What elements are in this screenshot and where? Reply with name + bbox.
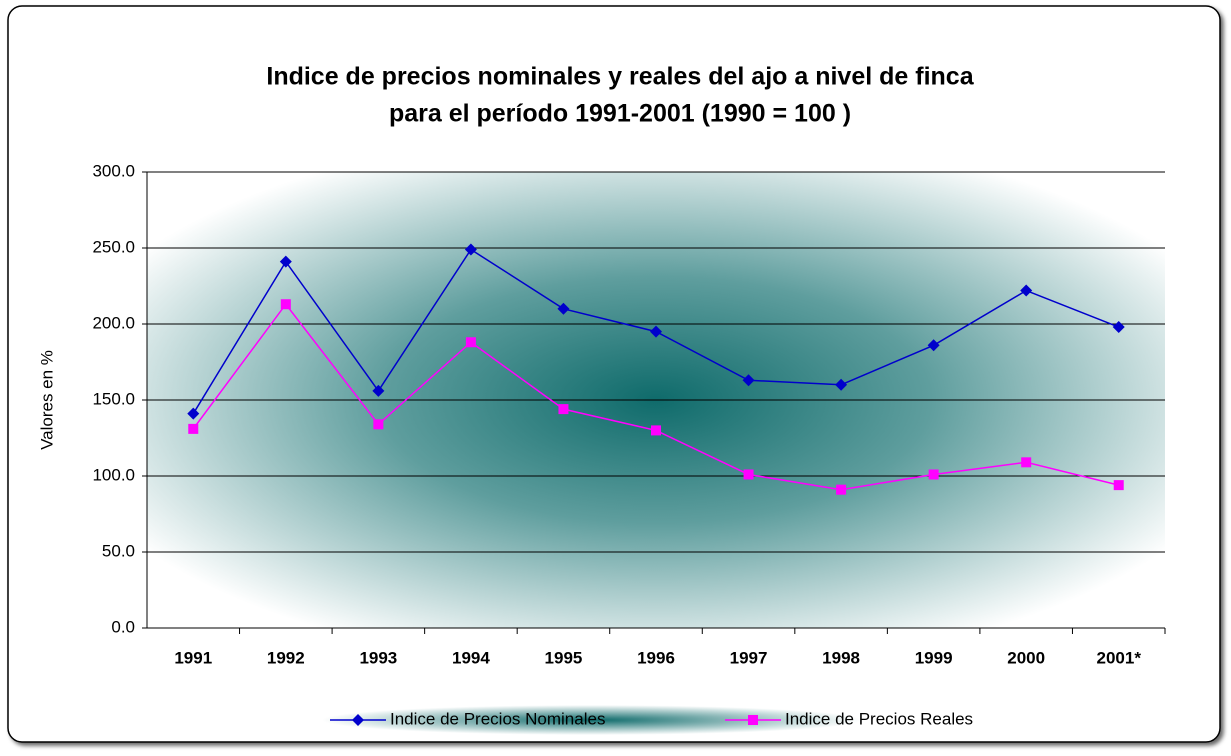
marker [1021,457,1032,468]
x-tick-label: 1993 [359,648,397,667]
marker [651,425,661,436]
marker [836,484,847,495]
x-tick-label: 1991 [174,648,212,667]
legend-label: Indice de Precios Nominales [390,709,605,728]
marker [557,302,570,315]
marker [373,419,384,430]
y-tick-label: 150.0 [92,389,135,408]
marker [464,243,477,256]
chart-title: para el período 1991-2001 (1990 = 100 ) [389,100,851,128]
marker [1113,480,1124,491]
y-tick-label: 100.0 [92,465,135,484]
marker [1020,284,1033,297]
y-tick-label: 50.0 [102,541,135,560]
marker [188,423,199,434]
marker [928,469,939,480]
marker [835,378,848,391]
y-tick-label: 250.0 [92,237,135,256]
legend-label: Indice de Precios Reales [785,709,973,728]
x-tick-label: 1999 [915,648,953,667]
marker [465,337,476,348]
chart-title: Indice de precios nominales y reales del… [266,63,974,91]
marker [558,404,569,415]
marker [650,325,662,338]
x-tick-label: 2001* [1097,648,1142,667]
marker [187,407,200,420]
marker [352,714,364,726]
x-tick-label: 1998 [822,648,860,667]
x-tick-label: 1992 [267,648,305,667]
marker [372,384,385,397]
marker [280,299,291,310]
y-tick-label: 0.0 [111,617,135,636]
x-tick-label: 2000 [1007,648,1045,667]
marker [743,469,754,480]
x-tick-label: 1995 [545,648,583,667]
x-tick-label: 1994 [452,648,490,667]
marker [279,255,292,268]
y-tick-label: 300.0 [92,161,135,180]
x-tick-label: 1996 [637,648,675,667]
marker [927,339,940,352]
marker [742,374,755,387]
marker [748,715,758,725]
x-tick-label: 1997 [730,648,768,667]
marker [1112,321,1125,334]
y-axis-label: Valores en % [37,350,56,450]
y-tick-label: 200.0 [92,313,135,332]
